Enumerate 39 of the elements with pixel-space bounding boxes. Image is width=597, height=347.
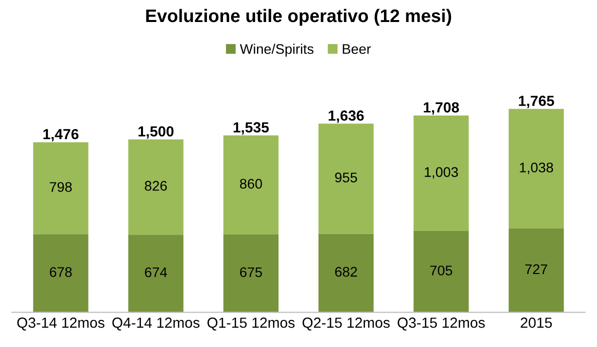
data-label: 860 bbox=[240, 178, 262, 189]
total-label: 1,765 bbox=[518, 96, 554, 108]
bar bbox=[128, 234, 184, 312]
x-tick-label: Q1-15 12mos bbox=[207, 318, 295, 330]
data-label: 798 bbox=[50, 182, 72, 192]
bar bbox=[508, 228, 564, 312]
total-label: 1,500 bbox=[138, 126, 174, 139]
bar bbox=[33, 234, 88, 312]
bar bbox=[318, 124, 374, 234]
data-label: 675 bbox=[240, 267, 262, 278]
bar bbox=[223, 135, 279, 235]
chart-title: Evoluzione utile operativo (12 mesi) bbox=[146, 8, 452, 26]
x-tick-label: Q4-14 12mos bbox=[112, 318, 200, 330]
data-label: 727 bbox=[525, 264, 548, 274]
total-label: 1,636 bbox=[328, 110, 364, 123]
data-label: 1,038 bbox=[520, 162, 554, 174]
total-label: 1,535 bbox=[234, 122, 269, 135]
data-label: 705 bbox=[430, 266, 452, 276]
bar bbox=[318, 234, 374, 312]
legend-label: Wine/Spirits bbox=[240, 44, 314, 57]
total-label: 1,476 bbox=[43, 128, 78, 142]
data-label: 955 bbox=[335, 172, 358, 182]
bar bbox=[414, 115, 469, 232]
x-tick-label: 2015 bbox=[520, 318, 552, 328]
bar bbox=[128, 139, 184, 235]
bar bbox=[508, 108, 564, 229]
data-label: 682 bbox=[335, 266, 357, 277]
bar bbox=[223, 234, 279, 312]
x-tick-label: Q2-15 12mos bbox=[302, 318, 390, 330]
total-label: 1,708 bbox=[424, 102, 459, 115]
data-label: 826 bbox=[144, 180, 167, 191]
data-label: 1,003 bbox=[424, 167, 458, 179]
data-label: 678 bbox=[50, 267, 72, 277]
bar bbox=[414, 231, 469, 312]
legend-label: Beer bbox=[342, 44, 371, 54]
x-tick-label: Q3-14 12mos bbox=[17, 318, 104, 330]
x-tick-label: Q3-15 12mos bbox=[398, 318, 485, 330]
bar bbox=[33, 142, 88, 234]
data-label: 674 bbox=[144, 267, 168, 278]
